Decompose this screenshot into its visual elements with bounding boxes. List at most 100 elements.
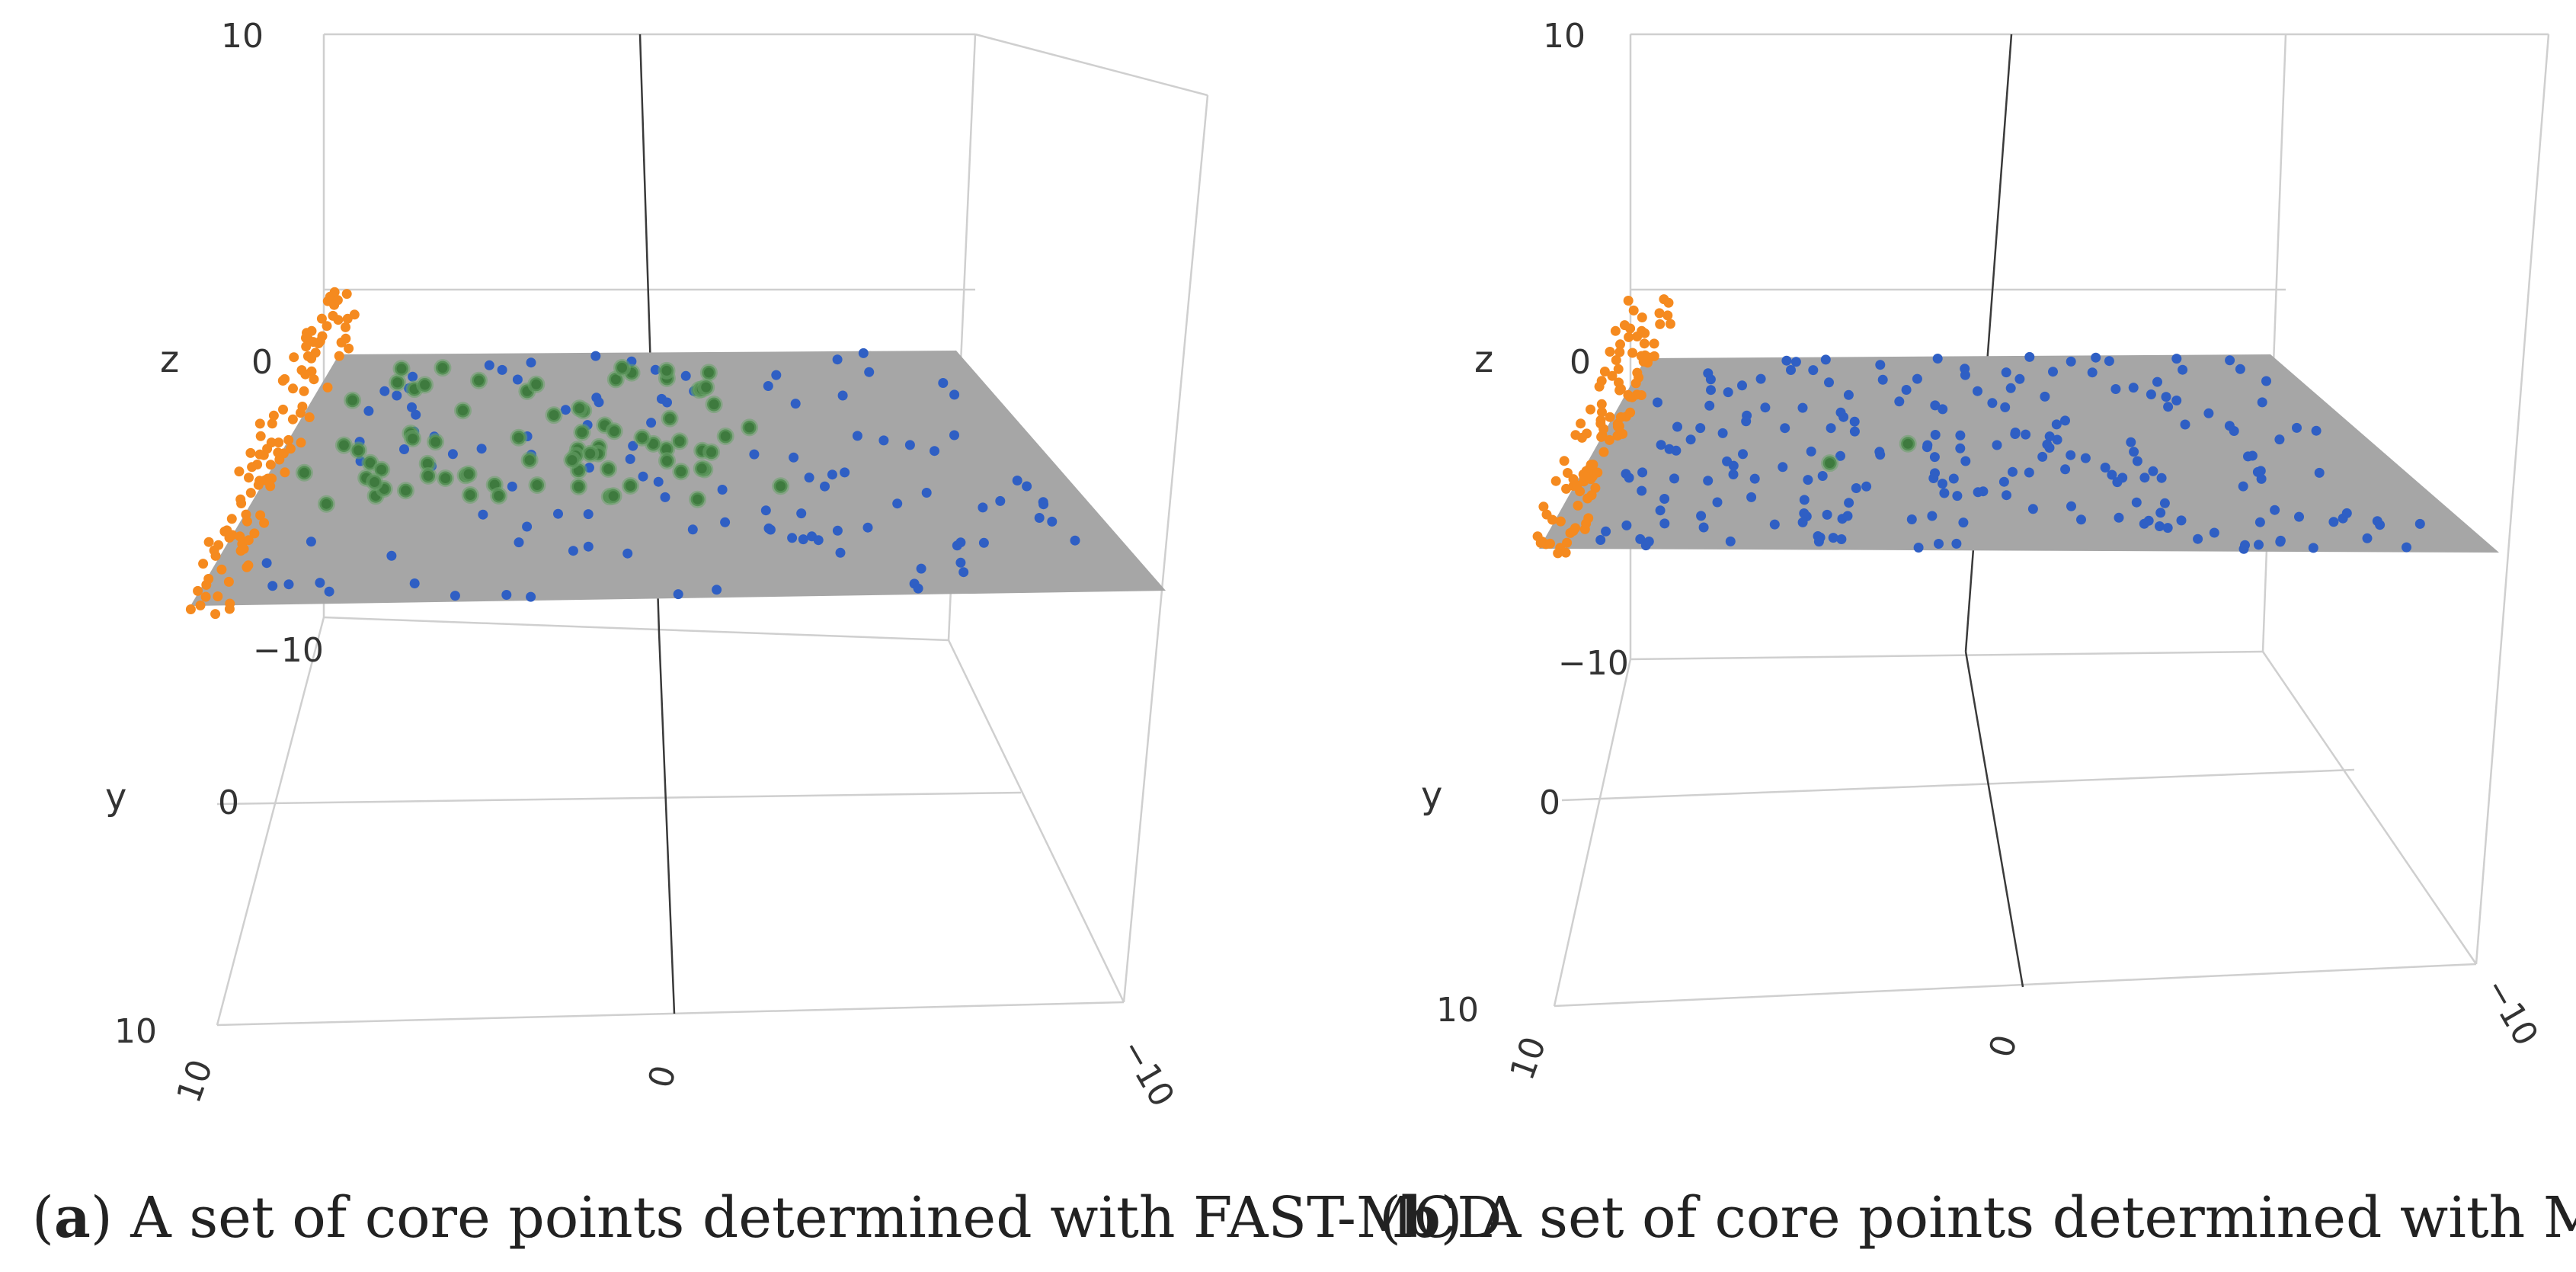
- inlier-point: [2110, 384, 2121, 394]
- inlier-point: [1973, 386, 1982, 396]
- inlier-point: [2254, 517, 2265, 527]
- outlier-point: [259, 517, 270, 528]
- outlier-point: [1624, 332, 1634, 342]
- core-point: [528, 476, 546, 494]
- panel-b-x-tick-mid: 0: [1982, 1031, 2025, 1062]
- inlier-point: [1760, 402, 1771, 413]
- outlier-point: [1594, 381, 1605, 392]
- inlier-point: [2235, 364, 2245, 374]
- panel-b-x-tick-right: −10: [2476, 972, 2546, 1053]
- inlier-point: [2128, 383, 2139, 393]
- inlier-point: [1843, 389, 1854, 400]
- inlier-point: [1930, 430, 1941, 440]
- inlier-point: [476, 444, 487, 454]
- inlier-point: [1685, 434, 1696, 445]
- core-point: [661, 409, 679, 428]
- outlier-point: [336, 337, 347, 348]
- inlier-point: [1912, 373, 1922, 384]
- core-point: [672, 463, 690, 481]
- core-point: [419, 466, 437, 485]
- inlier-point: [1913, 543, 1924, 553]
- inlier-point: [379, 386, 390, 396]
- outlier-point: [245, 488, 256, 498]
- core-point: [604, 487, 622, 505]
- outlier-point: [268, 410, 279, 421]
- inlier-point: [1624, 473, 1634, 483]
- inlier-point: [568, 546, 578, 556]
- inlier-point: [2117, 473, 2128, 483]
- inlier-point: [1951, 538, 1962, 549]
- inlier-point: [1948, 473, 1959, 484]
- inlier-point: [2076, 514, 2086, 525]
- inlier-point: [2274, 434, 2285, 445]
- outlier-point: [283, 434, 294, 445]
- inlier-point: [1769, 519, 1780, 530]
- outlier-point: [1615, 339, 1625, 350]
- outlier-point: [247, 462, 258, 473]
- panel-b-fitted-plane: [1539, 354, 2499, 553]
- panel-a-x-tick-left: 10: [169, 1055, 220, 1108]
- outlier-point: [309, 374, 319, 385]
- core-point: [349, 441, 367, 460]
- inlier-point: [995, 495, 1006, 506]
- outlier-point: [1613, 364, 1624, 374]
- inlier-point: [2001, 367, 2011, 378]
- inlier-point: [1960, 364, 1970, 374]
- inlier-point: [1741, 416, 1752, 427]
- inlier-point: [2107, 469, 2117, 480]
- inlier-point: [2091, 352, 2101, 363]
- caption-b-text: A set of core points determined with MCS: [1480, 1185, 2576, 1251]
- inlier-point: [673, 589, 683, 600]
- inlier-point: [1927, 511, 1938, 521]
- core-point: [545, 406, 563, 425]
- outlier-point: [308, 337, 318, 348]
- inlier-point: [363, 405, 374, 416]
- inlier-point: [837, 390, 848, 401]
- inlier-point: [2402, 542, 2411, 553]
- inlier-point: [2270, 505, 2280, 515]
- core-point: [459, 465, 478, 483]
- outlier-point: [277, 376, 288, 386]
- inlier-point: [1955, 443, 1966, 453]
- outlier-point: [1663, 297, 1674, 308]
- inlier-point: [2148, 466, 2158, 476]
- outlier-point: [223, 576, 234, 587]
- outlier-point: [304, 412, 315, 422]
- inlier-point: [835, 547, 846, 558]
- inlier-point: [1659, 518, 1670, 529]
- outlier-point: [1568, 474, 1579, 485]
- outlier-point: [236, 498, 247, 508]
- core-point: [527, 375, 546, 393]
- outlier-point: [334, 351, 344, 361]
- core-point: [702, 443, 721, 461]
- inlier-point: [409, 578, 420, 588]
- outlier-point: [1586, 404, 1595, 415]
- core-point: [699, 364, 718, 382]
- outlier-point: [301, 332, 311, 343]
- inlier-point: [478, 509, 488, 520]
- inlier-point: [852, 431, 862, 441]
- inlier-point: [2180, 419, 2190, 430]
- inlier-point: [1746, 492, 1757, 502]
- panel-b-z-tick-low: −10: [1558, 644, 1629, 683]
- inlier-point: [2052, 434, 2062, 445]
- inlier-point: [1938, 404, 1948, 415]
- outlier-point: [1605, 412, 1615, 422]
- core-point: [741, 418, 759, 437]
- inlier-point: [2021, 429, 2031, 440]
- outlier-point: [1610, 325, 1621, 336]
- inlier-point: [978, 502, 988, 513]
- outlier-point: [245, 447, 256, 458]
- outlier-point: [1562, 537, 1573, 548]
- inlier-point: [2163, 402, 2174, 412]
- inlier-point: [392, 390, 402, 401]
- inlier-point: [858, 348, 869, 358]
- core-point: [366, 473, 384, 491]
- inlier-point: [1669, 473, 1679, 484]
- inlier-point: [1703, 476, 1714, 486]
- inlier-point: [2224, 421, 2235, 431]
- inlier-point: [2005, 383, 2016, 393]
- core-point: [470, 371, 488, 389]
- outlier-point: [1580, 471, 1591, 482]
- inlier-point: [2193, 533, 2203, 544]
